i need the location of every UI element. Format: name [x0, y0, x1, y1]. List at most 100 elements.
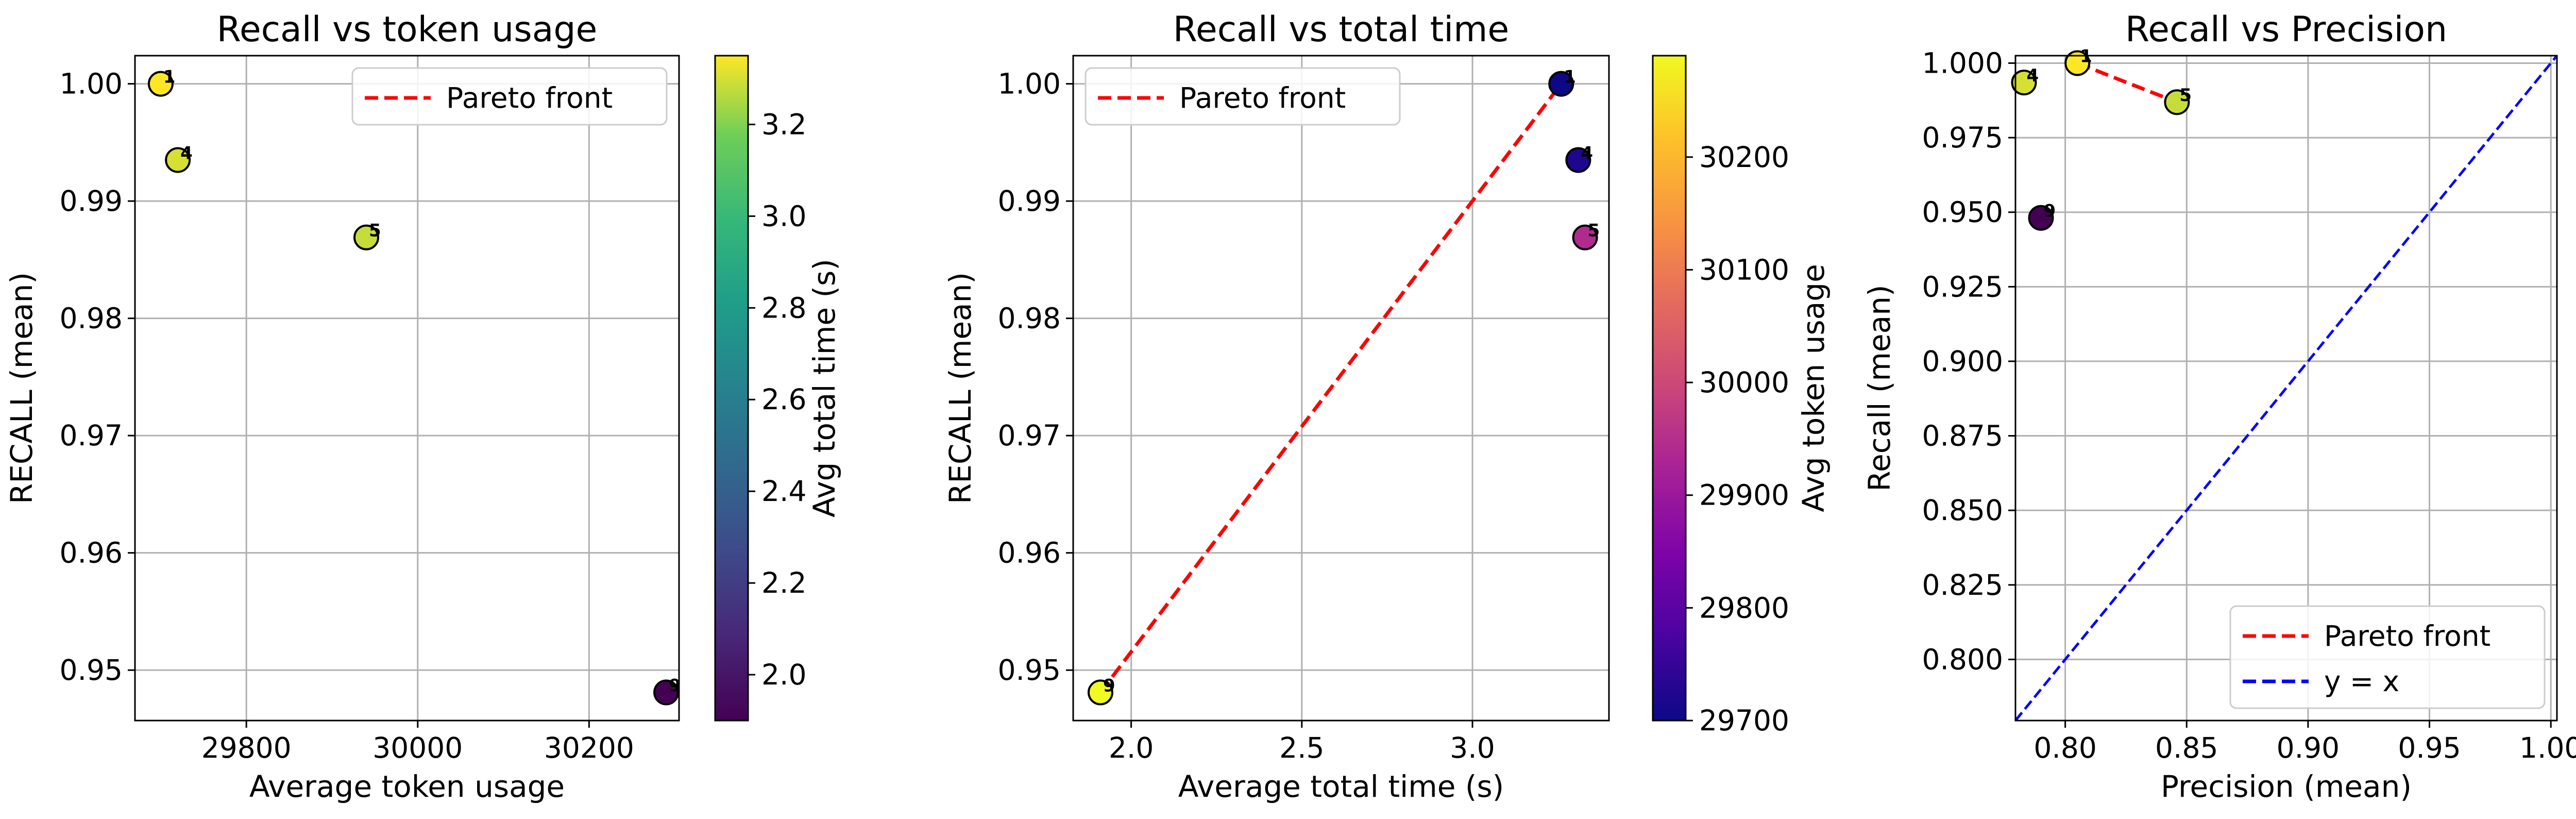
data-point	[353, 224, 380, 250]
x-tick-label: 2.5	[1279, 731, 1324, 764]
reference-line-y-equals-x	[2014, 55, 2558, 722]
y-axis-label: Recall (mean)	[1862, 285, 1897, 491]
data-point	[653, 679, 680, 706]
y-tick-label: 0.97	[998, 419, 1061, 452]
x-tick-label: 0.90	[2277, 731, 2340, 764]
y-tick-label: 0.97	[60, 419, 123, 452]
y-axis-label: RECALL (mean)	[4, 272, 39, 504]
colorbar-tick-label: 29900	[1699, 479, 1789, 512]
data-point	[1087, 679, 1113, 706]
chart-panel-token-usage: 1 4 5 9 29800 30000 30200 0.95 0.96 0.97 0.98 0.99 1…	[4, 9, 842, 804]
x-tick-label: 30200	[544, 731, 634, 764]
y-tick-label: 0.96	[998, 537, 1061, 570]
x-tick-label: 30000	[372, 731, 463, 764]
data-point	[147, 71, 174, 97]
y-tick-label: 0.925	[1922, 270, 2003, 303]
pareto-front-line	[2076, 61, 2178, 104]
y-tick-label: 0.98	[998, 302, 1061, 335]
x-axis-label: Average total time (s)	[1178, 769, 1504, 804]
colorbar-tick-label: 29700	[1699, 704, 1789, 737]
data-point	[1572, 224, 1598, 250]
legend-label: Pareto front	[1179, 81, 1346, 114]
y-tick-label: 0.95	[998, 654, 1061, 687]
colorbar-label: Avg token usage	[1796, 264, 1831, 512]
colorbar	[1652, 55, 1687, 722]
x-tick-label: 0.95	[2398, 731, 2461, 764]
axes-frame	[1072, 55, 1610, 722]
colorbar-tick-label: 2.2	[761, 566, 806, 599]
x-axis-label: Precision (mean)	[2161, 769, 2412, 804]
data-point-label: 4	[2026, 65, 2039, 86]
chart-title: Recall vs token usage	[217, 9, 598, 50]
legend: Pareto front	[351, 67, 668, 126]
x-tick-label: 0.80	[2033, 731, 2096, 764]
y-tick-label: 0.96	[60, 537, 123, 570]
colorbar-tick-label: 30000	[1699, 366, 1789, 399]
y-tick-label: 0.825	[1922, 569, 2003, 601]
data-point	[165, 147, 191, 173]
colorbar-tick-label: 3.2	[761, 108, 806, 141]
data-point-label: 4	[180, 143, 193, 163]
data-point	[2011, 70, 2037, 96]
y-tick-label: 0.99	[998, 185, 1061, 218]
colorbar-tick-label: 2.0	[761, 658, 806, 691]
x-axis-label: Average token usage	[249, 769, 565, 804]
colorbar-tick-label: 29800	[1699, 591, 1789, 624]
colorbar-tick-label: 30200	[1699, 141, 1789, 174]
legend-label: Pareto front	[2324, 620, 2490, 653]
y-axis-label: RECALL (mean)	[943, 272, 978, 504]
y-tick-label: 0.900	[1922, 345, 2003, 378]
data-point-label: 1	[1564, 67, 1576, 88]
legend-box	[2229, 605, 2546, 709]
y-tick-label: 0.95	[60, 654, 123, 687]
colorbar-label: Avg total time (s)	[807, 259, 842, 517]
chart-title: Recall vs Precision	[2125, 9, 2447, 50]
y-tick-label: 1.000	[1922, 46, 2003, 79]
data-point-label: 9	[2043, 201, 2056, 222]
colorbar-tick-label: 30100	[1699, 253, 1789, 286]
legend-label: Pareto front	[446, 81, 613, 114]
pareto-front-line	[1099, 82, 1563, 694]
x-tick-label: 1.00	[2519, 731, 2576, 764]
data-point	[1565, 147, 1591, 173]
x-tick-label: 0.85	[2155, 731, 2218, 764]
y-tick-label: 1.00	[60, 68, 123, 101]
colorbar-tick-label: 2.4	[761, 475, 806, 508]
axes-frame	[134, 55, 680, 722]
data-point-label: 1	[163, 67, 176, 88]
y-tick-label: 0.850	[1922, 494, 2003, 527]
colorbar-tick-label: 2.8	[761, 291, 806, 324]
legend: Pareto front	[1084, 67, 1401, 126]
x-tick-label: 29800	[201, 731, 292, 764]
y-tick-label: 0.98	[60, 302, 123, 335]
colorbar-tick-label: 2.6	[761, 383, 806, 416]
chart-title: Recall vs total time	[1173, 9, 1510, 50]
colorbar	[714, 55, 749, 722]
y-tick-label: 0.800	[1922, 643, 2003, 676]
data-point-label: 5	[1588, 221, 1600, 241]
data-point	[2164, 89, 2190, 115]
y-tick-label: 1.00	[998, 68, 1061, 101]
colorbar-tick-label: 3.0	[761, 199, 806, 232]
y-tick-label: 0.99	[60, 185, 123, 218]
y-tick-label: 0.975	[1922, 121, 2003, 154]
data-point-label: 4	[1581, 143, 1593, 163]
legend-label: y = x	[2324, 665, 2399, 698]
data-point-label: 5	[369, 221, 381, 241]
data-point	[2028, 205, 2054, 231]
legend: Pareto front y = x	[2229, 605, 2546, 709]
x-tick-label: 2.0	[1109, 731, 1154, 764]
data-point-label: 9	[1103, 675, 1115, 696]
y-tick-label: 0.950	[1922, 196, 2003, 229]
data-point	[1548, 71, 1574, 97]
y-tick-label: 0.875	[1922, 420, 2003, 453]
legend-box	[351, 67, 668, 126]
data-point-label: 9	[669, 675, 681, 696]
chart-panel-total-time: 1 4 5 9 2.0 2.5 3.0 0.95 0.96 0.97 0.98 0.99 1.00 Rec…	[943, 9, 1831, 804]
data-point-label: 5	[2179, 85, 2192, 106]
axes-frame	[2014, 55, 2558, 722]
data-point	[2064, 50, 2091, 76]
x-tick-label: 3.0	[1450, 731, 1495, 764]
